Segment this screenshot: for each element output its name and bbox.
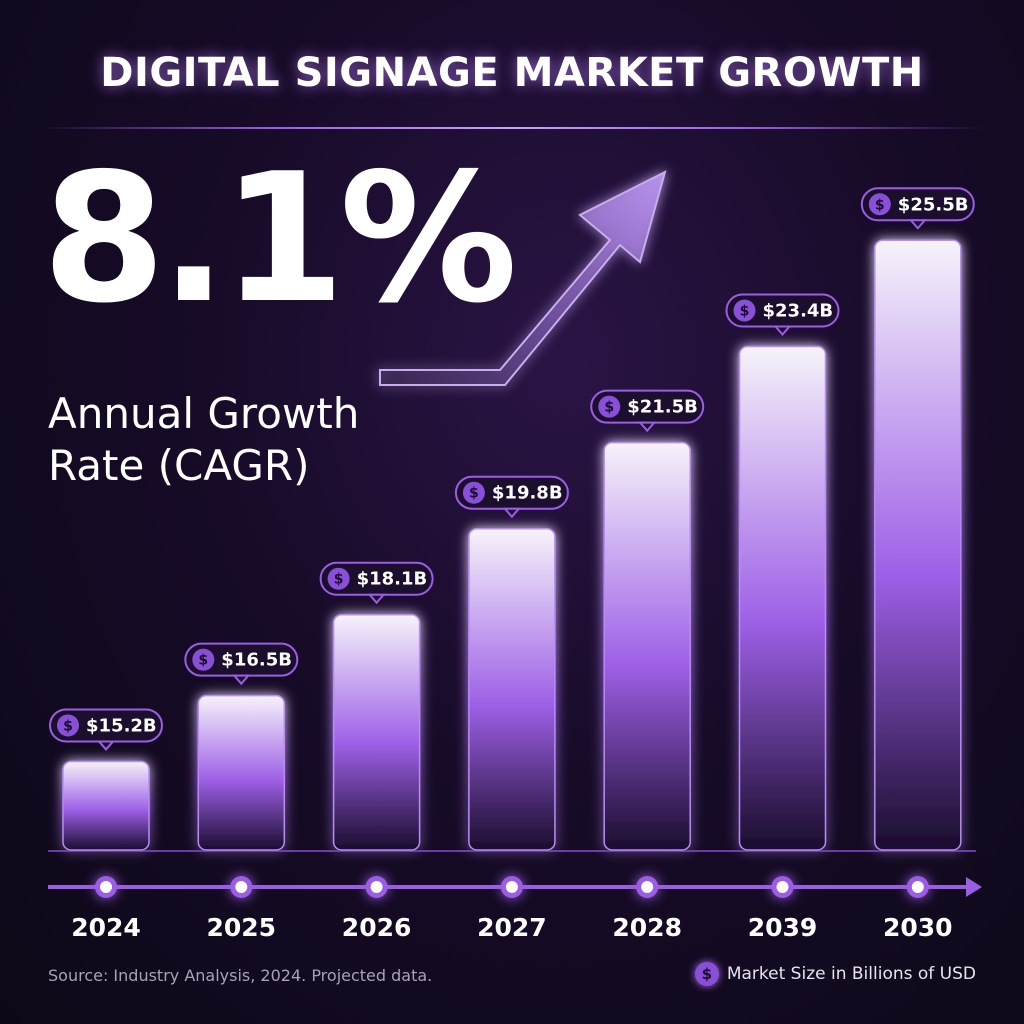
data-label-text: $21.5B: [627, 397, 698, 418]
label-pointer: [367, 593, 386, 605]
chart-title: DIGITAL SIGNAGE MARKET GROWTH: [100, 50, 924, 96]
data-label-text: $15.2B: [86, 715, 157, 736]
data-label-2026: $ $18.1B: [319, 561, 434, 605]
dollar-glyph: $: [875, 197, 885, 213]
data-label-2024: $ $15.2B: [49, 708, 163, 751]
x-tick-label: 2030: [883, 913, 953, 942]
data-label-2030: $ $25.5B: [860, 187, 975, 230]
dollar-glyph: $: [469, 486, 479, 502]
data-label-2025: $ $16.5B: [184, 642, 299, 686]
timeline-node-center: [100, 881, 112, 893]
data-label-text: $18.1B: [357, 569, 428, 590]
label-pointer: [773, 325, 792, 337]
data-label-text: $23.4B: [763, 301, 834, 322]
timeline-arrow-icon: [966, 877, 982, 897]
label-pointer: [637, 421, 657, 433]
cagr-value: 8.1%: [42, 135, 518, 342]
x-tick-label: 2027: [477, 913, 547, 942]
dollar-coin-icon: [192, 648, 215, 671]
timeline-node-center: [370, 881, 383, 893]
title-divider: [40, 127, 984, 129]
x-tick-label: 2025: [207, 913, 277, 942]
timeline-node-center: [911, 881, 924, 893]
dollar-coin-icon: $: [694, 962, 719, 986]
bar-2025: [197, 694, 286, 851]
timeline-node-center: [641, 881, 654, 893]
dollar-glyph: $: [334, 572, 344, 588]
dollar-glyph: $: [740, 304, 750, 320]
source-note: Source: Industry Analysis, 2024. Project…: [48, 966, 433, 985]
label-pointer: [502, 507, 522, 519]
cagr-label-line2: Rate (CAGR): [48, 441, 310, 490]
x-tick-label: 2024: [71, 913, 141, 942]
dollar-coin-icon: [462, 481, 485, 504]
x-tick-label: 2028: [612, 913, 682, 942]
dollar-coin-icon: [868, 193, 891, 216]
dollar-glyph: $: [63, 718, 73, 734]
dollar-glyph: $: [604, 400, 614, 416]
label-pointer: [232, 674, 251, 686]
data-label-2039: $ $23.4B: [725, 293, 840, 337]
cagr-label: Annual Growth Rate (CAGR): [48, 388, 359, 492]
label-pointer: [908, 219, 928, 230]
bar-2026: [332, 613, 421, 851]
legend-label: Market Size in Billions of USD: [726, 964, 976, 984]
label-pointer: [96, 740, 116, 751]
dollar-glyph: $: [198, 653, 208, 669]
x-tick-label: 2026: [342, 913, 412, 942]
dollar-coin-icon: [57, 714, 79, 737]
arrow-up-right-icon: [379, 170, 667, 386]
dollar-coin-icon: [327, 567, 350, 590]
legend: $ Market Size in Billions of USD: [694, 962, 976, 986]
bar-2030: [874, 239, 962, 851]
x-tick-label: 2039: [748, 913, 818, 942]
bar-2039: [738, 345, 827, 851]
dollar-coin-icon: [733, 299, 756, 322]
data-label-text: $19.8B: [492, 483, 563, 504]
data-label-text: $16.5B: [221, 650, 292, 671]
data-label-2027: $ $19.8B: [454, 475, 569, 519]
dollar-coin-icon: [598, 395, 621, 418]
timeline-node-center: [505, 881, 518, 893]
data-label-2028: $ $21.5B: [590, 389, 705, 433]
timeline-node-center: [235, 881, 248, 893]
bar-2024: [62, 760, 150, 851]
bar-2028: [603, 441, 691, 851]
timeline-node-center: [776, 881, 789, 893]
bar-2027: [468, 527, 556, 851]
cagr-label-line1: Annual Growth: [48, 389, 360, 438]
data-label-text: $25.5B: [898, 194, 969, 215]
